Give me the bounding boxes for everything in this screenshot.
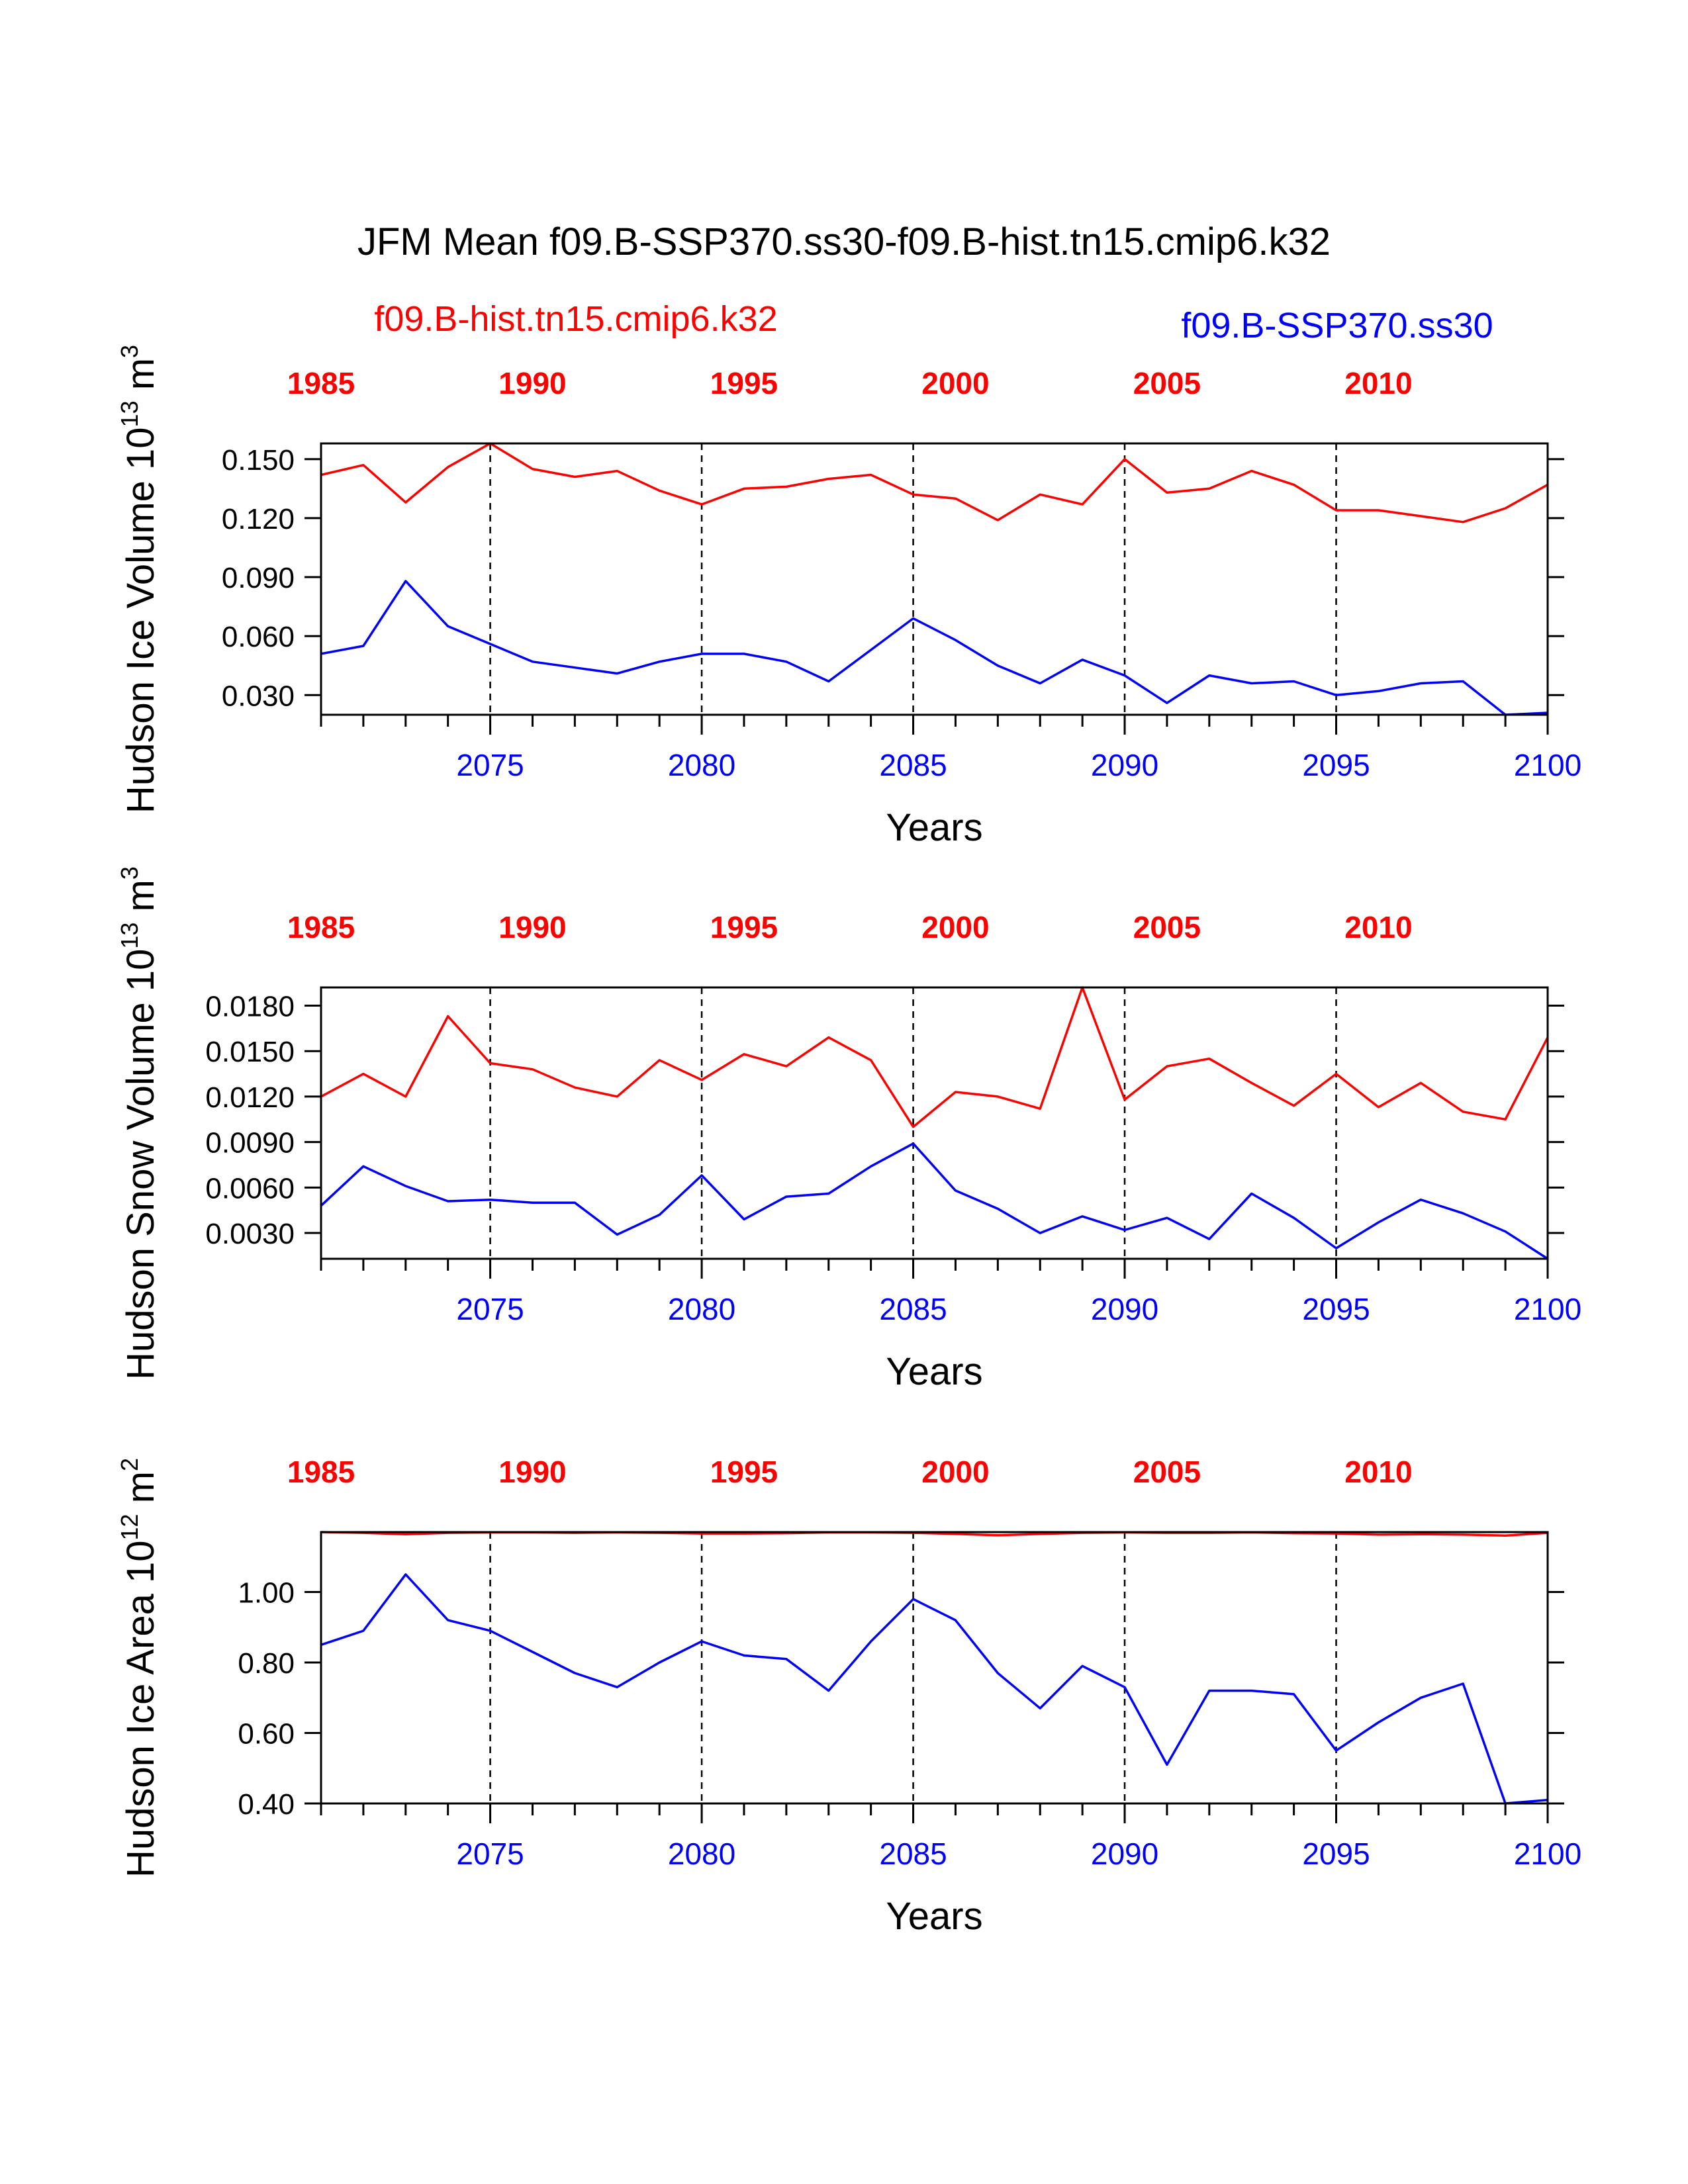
y-tick-label: 0.0180 <box>205 990 295 1023</box>
y-axis-label: Hudson Ice Volume 1013 m3 <box>116 345 162 813</box>
bottom-tick-label: 2075 <box>456 1292 524 1326</box>
series-group <box>321 442 1548 716</box>
top-tick-label: 2005 <box>1133 910 1201 944</box>
y-axis-label-part: m <box>119 1471 162 1514</box>
bottom-tick-label: 2085 <box>879 1837 947 1871</box>
top-tick-label: 2000 <box>921 1455 989 1489</box>
y-axis-label-part: m <box>119 358 162 400</box>
y-tick-label: 0.60 <box>238 1718 295 1751</box>
bottom-tick-label: 2090 <box>1091 748 1158 782</box>
y-tick-label: 0.090 <box>222 562 295 594</box>
y-axis-label: Hudson Snow Volume 1013 m3 <box>116 866 162 1380</box>
x-axis-label: Years <box>886 1350 982 1393</box>
series-line <box>321 986 1548 1128</box>
series-group <box>321 1531 1548 1805</box>
y-tick-label: 0.0120 <box>205 1081 295 1114</box>
top-tick-label: 1990 <box>498 1455 566 1489</box>
top-tick-label: 1985 <box>287 366 355 400</box>
y-axis-label-part: 2 <box>116 1458 143 1471</box>
top-tick-label: 1995 <box>710 910 778 944</box>
top-tick-label: 1985 <box>287 910 355 944</box>
bottom-tick-label: 2090 <box>1091 1292 1158 1326</box>
y-tick-label: 0.80 <box>238 1647 295 1680</box>
top-tick-label: 2000 <box>921 910 989 944</box>
y-axis-label-part: 3 <box>116 866 143 880</box>
y-tick-label: 0.0150 <box>205 1036 295 1068</box>
y-axis-label-part: Hudson Ice Volume 10 <box>119 427 162 813</box>
y-axis-label-part: Hudson Ice Area 10 <box>119 1541 162 1878</box>
y-axis-label-part: 13 <box>116 923 143 949</box>
top-tick-label: 1990 <box>498 910 566 944</box>
bottom-tick-label: 2080 <box>668 1292 735 1326</box>
series-line <box>321 1573 1548 1805</box>
top-tick-label: 2005 <box>1133 1455 1201 1489</box>
figure-title: JFM Mean f09.B-SSP370.ss30-f09.B-hist.tn… <box>357 220 1331 263</box>
top-tick-label: 2010 <box>1344 1455 1412 1489</box>
bottom-tick-label: 2100 <box>1514 748 1581 782</box>
y-tick-label: 0.120 <box>222 503 295 535</box>
y-tick-label: 1.00 <box>238 1577 295 1610</box>
plot-frame <box>320 1531 1549 1805</box>
top-tick-label: 1990 <box>498 366 566 400</box>
y-axis-label-part: m <box>119 880 162 922</box>
top-tick-label: 1995 <box>710 1455 778 1489</box>
y-tick-label: 0.0030 <box>205 1218 295 1250</box>
top-tick-label: 2010 <box>1344 910 1412 944</box>
y-tick-label: 0.150 <box>222 444 295 477</box>
plot-frame <box>320 986 1549 1260</box>
series-line <box>321 1142 1548 1260</box>
bottom-tick-label: 2075 <box>456 748 524 782</box>
legend-hist-label: f09.B-hist.tn15.cmip6.k32 <box>374 299 777 339</box>
y-axis-label-part: 3 <box>116 345 143 358</box>
y-axis-label-part: 13 <box>116 400 143 427</box>
series-line <box>321 442 1548 523</box>
top-tick-label: 2010 <box>1344 366 1412 400</box>
chart-panels: 2075 2080 2085 2090 2095 2100 1985 1990 1995 2000… <box>116 345 1581 1938</box>
series-line <box>321 580 1548 716</box>
series-group <box>321 986 1548 1260</box>
y-tick-label: 0.060 <box>222 621 295 653</box>
chart-panel-1: 2075 2080 2085 2090 2095 2100 1985 1990 1995 2000… <box>116 345 1581 849</box>
bottom-tick-label: 2080 <box>668 748 735 782</box>
bottom-tick-label: 2100 <box>1514 1292 1581 1326</box>
bottom-tick-label: 2090 <box>1091 1837 1158 1871</box>
x-axis-label: Years <box>886 1895 982 1938</box>
chart-panel-2: 2075 2080 2085 2090 2095 2100 1985 1990 1995 2000… <box>116 866 1581 1393</box>
bottom-tick-label: 2095 <box>1302 748 1370 782</box>
top-tick-label: 1985 <box>287 1455 355 1489</box>
legend-ssp-label: f09.B-SSP370.ss30 <box>1181 306 1493 345</box>
y-tick-label: 0.40 <box>238 1788 295 1821</box>
bottom-tick-label: 2080 <box>668 1837 735 1871</box>
y-axis-label-part: Hudson Snow Volume 10 <box>119 949 162 1380</box>
bottom-tick-label: 2075 <box>456 1837 524 1871</box>
y-axis-label: Hudson Ice Area 1012 m2 <box>116 1458 162 1878</box>
y-tick-label: 0.0060 <box>205 1172 295 1205</box>
bottom-tick-label: 2085 <box>879 748 947 782</box>
y-axis-label-part: 12 <box>116 1514 143 1540</box>
chart-panel-3: 2075 2080 2085 2090 2095 2100 1985 1990 1995 2000… <box>116 1455 1581 1938</box>
plot-frame <box>320 442 1549 716</box>
top-tick-label: 2000 <box>921 366 989 400</box>
bottom-tick-label: 2085 <box>879 1292 947 1326</box>
y-tick-label: 0.030 <box>222 680 295 712</box>
x-axis-label: Years <box>886 806 982 849</box>
bottom-tick-label: 2095 <box>1302 1292 1370 1326</box>
top-tick-label: 2005 <box>1133 366 1201 400</box>
bottom-tick-label: 2095 <box>1302 1837 1370 1871</box>
bottom-tick-label: 2100 <box>1514 1837 1581 1871</box>
y-tick-label: 0.0090 <box>205 1127 295 1160</box>
top-tick-label: 1995 <box>710 366 778 400</box>
